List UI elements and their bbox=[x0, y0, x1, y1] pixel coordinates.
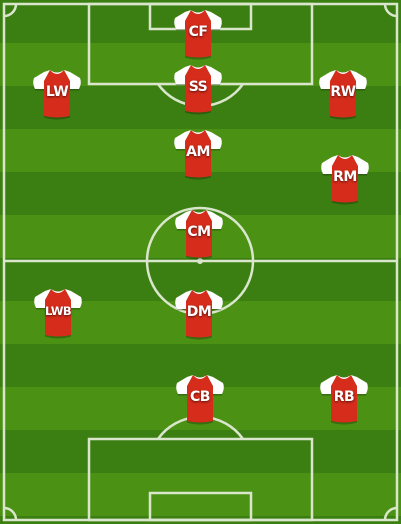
player-rm[interactable]: RM bbox=[320, 154, 370, 206]
grass-stripe bbox=[0, 473, 401, 516]
player-lw[interactable]: LW bbox=[32, 69, 82, 121]
player-ss[interactable]: SS bbox=[173, 64, 223, 116]
jersey-icon bbox=[33, 70, 81, 120]
grass-stripe bbox=[0, 430, 401, 473]
corner-arc-top-right bbox=[383, 3, 398, 18]
player-label: LW bbox=[45, 84, 69, 100]
player-label: LWB bbox=[44, 304, 72, 318]
corner-arc-bottom-right bbox=[383, 506, 398, 521]
player-label: CB bbox=[190, 389, 210, 405]
corner-arc-bottom-left bbox=[3, 506, 18, 521]
player-cb[interactable]: CB bbox=[175, 374, 225, 426]
player-label: RW bbox=[330, 84, 356, 100]
jersey-icon bbox=[174, 10, 222, 60]
jersey-icon bbox=[176, 375, 224, 425]
player-label: DM bbox=[186, 304, 212, 320]
bottom-penalty-box bbox=[87, 437, 314, 522]
jersey-icon bbox=[175, 290, 223, 340]
jersey-icon bbox=[320, 375, 368, 425]
jersey-icon bbox=[319, 70, 367, 120]
jersey-icon bbox=[174, 65, 222, 115]
center-spot bbox=[197, 258, 203, 264]
player-label: RB bbox=[333, 389, 355, 405]
player-rb[interactable]: RB bbox=[319, 374, 369, 426]
player-cf[interactable]: CF bbox=[173, 9, 223, 61]
player-label: RM bbox=[333, 169, 357, 185]
jersey-icon bbox=[34, 289, 82, 339]
player-label: CF bbox=[188, 24, 208, 40]
player-am[interactable]: AM bbox=[173, 129, 223, 181]
player-label: SS bbox=[188, 79, 208, 95]
player-lwb[interactable]: LWB bbox=[33, 288, 83, 340]
bottom-goal-box bbox=[148, 491, 253, 522]
player-dm[interactable]: DM bbox=[174, 289, 224, 341]
player-rw[interactable]: RW bbox=[318, 69, 368, 121]
player-label: AM bbox=[186, 144, 210, 160]
jersey-icon bbox=[174, 130, 222, 180]
jersey-icon bbox=[175, 210, 223, 260]
corner-arc-top-left bbox=[3, 3, 18, 18]
jersey-icon bbox=[321, 155, 369, 205]
player-label: CM bbox=[187, 224, 211, 240]
player-cm[interactable]: CM bbox=[174, 209, 224, 261]
